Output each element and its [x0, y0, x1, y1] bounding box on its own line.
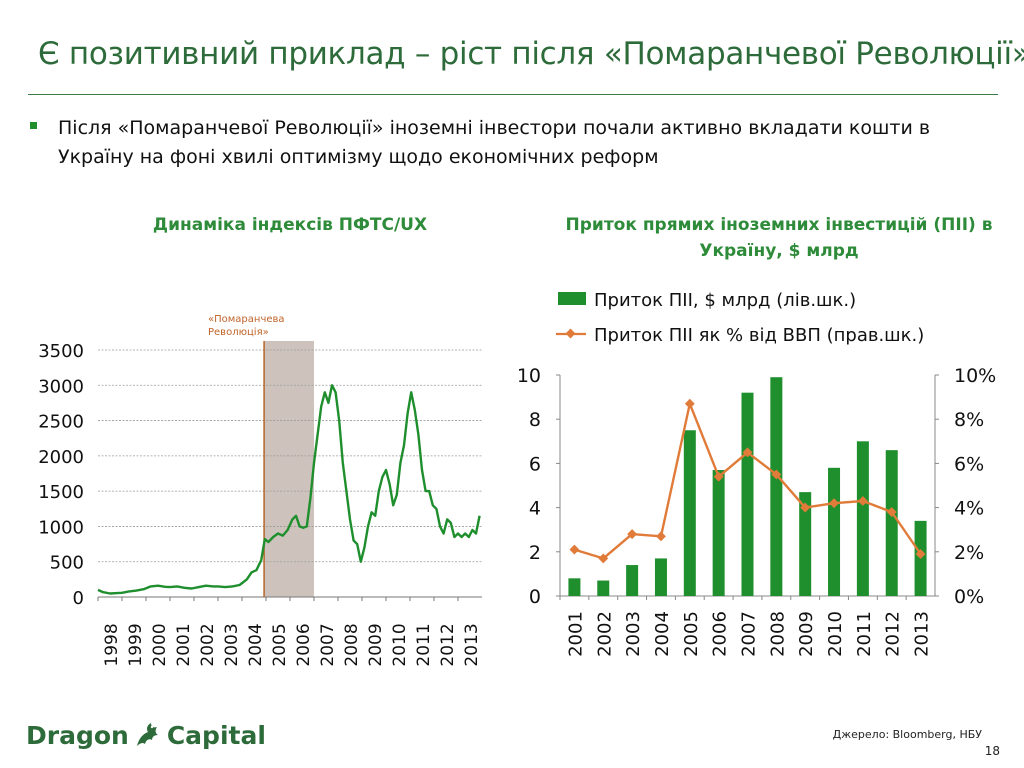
y-tick-label: 500 [50, 553, 84, 574]
legend-line-label: Приток ПІІ як % від ВВП (прав.шк.) [594, 325, 924, 346]
x-tick-label: 2013 [462, 623, 482, 666]
fdi-gdp-point [829, 498, 839, 509]
x-tick-label: 1998 [102, 623, 122, 666]
x-tick-label: 2004 [246, 623, 266, 666]
x-tick-label: 2008 [342, 623, 362, 666]
dragon-capital-logo: Dragon Capital [26, 720, 266, 750]
right-y-tick-label: 2% [954, 542, 984, 564]
left-y-tick-label: 6 [529, 453, 541, 475]
x-tick-label: 2011 [854, 611, 875, 657]
fdi-bar [683, 430, 696, 596]
fdi-gdp-point [915, 549, 926, 559]
fdi-gdp-point [713, 471, 724, 482]
revolution-annotation-line2: Революція» [208, 326, 269, 338]
x-tick-label: 2010 [825, 611, 846, 657]
x-tick-label: 2001 [174, 623, 194, 666]
left-y-tick-label: 0 [529, 586, 541, 608]
x-tick-label: 2002 [198, 623, 218, 666]
y-tick-label: 0 [73, 588, 84, 609]
fdi-gdp-point [684, 398, 695, 409]
x-tick-label: 2001 [565, 611, 586, 657]
revolution-shaded-region [264, 341, 314, 597]
x-tick-label: 2012 [883, 611, 904, 657]
x-tick-label: 2007 [739, 611, 760, 657]
left-chart-title: Динаміка індексів ПФТС/UX [152, 215, 428, 235]
fdi-gdp-point [771, 469, 782, 480]
fdi-bar [597, 580, 610, 596]
x-tick-label: 2013 [912, 611, 933, 657]
fdi-bar [568, 578, 581, 596]
x-tick-label: 2006 [710, 611, 731, 657]
revolution-annotation-line1: «Помаранчева [208, 314, 285, 325]
x-tick-label: 2009 [366, 623, 386, 666]
right-y-tick-label: 6% [954, 453, 984, 475]
fdi-bar [856, 441, 869, 596]
x-tick-label: 2010 [390, 623, 410, 666]
fdi-gdp-point [742, 447, 753, 458]
title-divider [28, 94, 998, 95]
logo-text-left: Dragon [26, 720, 129, 750]
slide-title: Є позитивний приклад – ріст після «Помар… [38, 36, 1024, 72]
x-tick-label: 2000 [150, 623, 170, 666]
fdi-bar [828, 467, 841, 596]
right-chart-title: Приток прямих іноземних інвестицій (ПІІ)… [565, 215, 993, 261]
fdi-gdp-point [627, 529, 638, 540]
x-tick-label: 2004 [652, 611, 673, 657]
y-tick-label: 3500 [38, 341, 84, 362]
bullet-text: Після «Помаранчевої Революції» іноземні … [58, 117, 931, 168]
legend-line-marker [565, 328, 576, 339]
x-tick-label: 1999 [126, 623, 146, 666]
dragon-icon [133, 720, 163, 750]
left-y-tick-label: 8 [529, 409, 541, 431]
x-tick-label: 2011 [414, 623, 434, 666]
y-tick-label: 2500 [38, 412, 84, 433]
fdi-bar [741, 392, 754, 596]
fdi-bar [626, 565, 639, 596]
fdi-gdp-point [800, 502, 811, 513]
right-y-tick-label: 10% [954, 365, 996, 387]
logo-text-right: Capital [166, 720, 266, 750]
right-y-tick-label: 4% [954, 498, 984, 520]
x-tick-label: 2003 [623, 611, 644, 657]
fdi-bar [654, 558, 667, 596]
x-tick-label: 2003 [222, 623, 242, 666]
fdi-gdp-point [857, 496, 868, 506]
fdi-bar [885, 450, 898, 596]
y-tick-label: 3000 [38, 376, 84, 397]
page-number: 18 [984, 744, 1000, 758]
x-tick-label: 2002 [594, 611, 615, 657]
x-tick-label: 2005 [681, 611, 702, 657]
right-y-tick-label: 8% [954, 409, 984, 431]
index-series-line [97, 384, 481, 595]
left-y-tick-label: 2 [529, 542, 541, 564]
x-tick-label: 2008 [767, 611, 788, 657]
fdi-gdp-point [569, 544, 580, 555]
fdi-gdp-point [656, 531, 666, 542]
right-y-tick-label: 0% [954, 586, 984, 608]
left-y-tick-label: 4 [529, 498, 541, 520]
y-tick-label: 1500 [38, 482, 84, 503]
fdi-bar [770, 377, 783, 596]
x-tick-label: 2007 [318, 623, 338, 666]
source-note: Джерело: Bloomberg, НБУ [832, 728, 982, 741]
fdi-gdp-point [886, 507, 897, 517]
bullet-marker-icon [30, 118, 42, 129]
x-tick-label: 2012 [438, 623, 458, 666]
legend-bar-label: Приток ПІІ, $ млрд (лів.шк.) [594, 290, 856, 311]
fdi-bar [799, 492, 812, 596]
x-tick-label: 2005 [270, 623, 290, 666]
left-y-tick-label: 10 [517, 365, 541, 387]
x-tick-label: 2006 [294, 623, 314, 666]
legend-bar-swatch [558, 292, 586, 305]
fdi-gdp-point [598, 553, 609, 564]
x-tick-label: 2009 [796, 611, 817, 657]
y-tick-label: 1000 [38, 517, 84, 538]
y-tick-label: 2000 [38, 447, 84, 468]
fdi-bar [712, 470, 725, 596]
